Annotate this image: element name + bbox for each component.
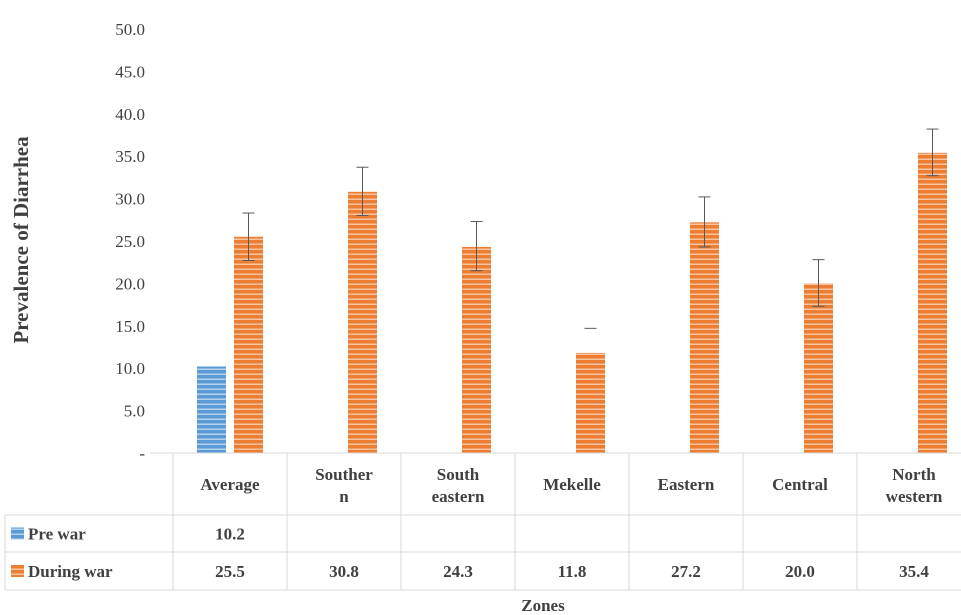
bar-during-war (348, 191, 377, 454)
category-label: Eastern (658, 475, 715, 494)
y-axis: - 5.0 10.0 15.0 20.0 25.0 30.0 35.0 40.0 45.0 50.0 (115, 20, 145, 463)
bar-during-war (804, 283, 833, 453)
category-label: North (892, 465, 936, 484)
category-label: n (339, 487, 349, 506)
y-tick-label: 45.0 (115, 62, 145, 81)
y-tick-label: 40.0 (115, 105, 145, 124)
data-label: 24.3 (443, 562, 473, 581)
y-axis-title: Prevalence of Diarrhea (9, 136, 33, 344)
category-label: South (437, 465, 480, 484)
bar-during-war (690, 222, 719, 453)
category-label: Central (772, 475, 828, 494)
data-label: 20.0 (785, 562, 815, 581)
data-label: 25.5 (215, 562, 245, 581)
bar-pre-war (197, 366, 226, 453)
y-tick-label: 20.0 (115, 274, 145, 293)
bar-during-war (576, 352, 605, 453)
bar-during-war (234, 236, 263, 453)
y-tick-label: 25.0 (115, 232, 145, 251)
category-label: Average (200, 475, 260, 494)
y-tick-label: 35.0 (115, 147, 145, 166)
data-label: 11.8 (558, 562, 587, 581)
category-label: western (886, 487, 943, 506)
data-label: 35.4 (899, 562, 929, 581)
bar-during-war (918, 152, 947, 454)
x-axis-title: Zones (521, 596, 565, 615)
data-label: 27.2 (671, 562, 701, 581)
data-label: 10.2 (215, 525, 245, 544)
y-tick-label: 30.0 (115, 190, 145, 209)
y-tick-label: 10.0 (115, 359, 145, 378)
legend-label: Pre war (28, 525, 86, 544)
bar-during-war (462, 246, 491, 453)
data-label: 30.8 (329, 562, 359, 581)
category-label: eastern (432, 487, 485, 506)
legend-swatch-pre-war (11, 527, 24, 540)
category-label: Souther (315, 465, 373, 484)
y-tick-label: 15.0 (115, 317, 145, 336)
y-tick-label: 50.0 (115, 20, 145, 39)
bars (197, 152, 947, 454)
data-table: Average Souther n South eastern Mekelle Easter… (4, 452, 961, 591)
y-tick-label: - (139, 444, 145, 463)
legend-label: During war (28, 562, 113, 581)
category-label: Mekelle (543, 475, 601, 494)
legend-swatch-during-war (11, 565, 24, 577)
error-bars (242, 128, 939, 329)
y-tick-label: 5.0 (124, 402, 145, 421)
